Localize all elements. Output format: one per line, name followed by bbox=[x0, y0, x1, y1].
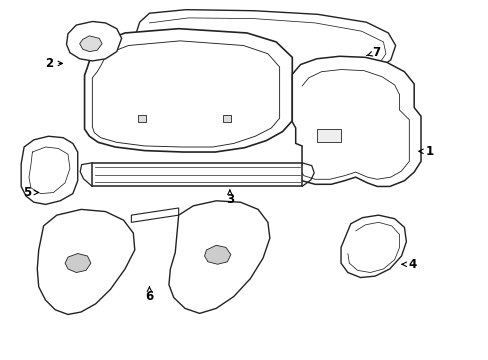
Text: 1: 1 bbox=[418, 145, 433, 158]
Polygon shape bbox=[84, 29, 292, 152]
Polygon shape bbox=[168, 201, 269, 314]
Polygon shape bbox=[316, 129, 340, 142]
Polygon shape bbox=[131, 208, 178, 222]
Text: 2: 2 bbox=[45, 57, 62, 70]
Polygon shape bbox=[66, 22, 122, 61]
Text: 5: 5 bbox=[23, 186, 39, 199]
Polygon shape bbox=[292, 56, 420, 186]
Polygon shape bbox=[80, 36, 102, 51]
Text: 4: 4 bbox=[401, 258, 416, 271]
Polygon shape bbox=[340, 215, 406, 278]
Polygon shape bbox=[21, 136, 78, 204]
Text: 7: 7 bbox=[366, 46, 380, 59]
Polygon shape bbox=[138, 115, 146, 122]
Polygon shape bbox=[37, 210, 135, 315]
Text: 6: 6 bbox=[145, 287, 153, 303]
Text: 3: 3 bbox=[225, 190, 233, 206]
Polygon shape bbox=[65, 253, 91, 273]
Polygon shape bbox=[222, 115, 230, 122]
Polygon shape bbox=[92, 163, 302, 186]
Polygon shape bbox=[204, 245, 230, 264]
Polygon shape bbox=[92, 41, 279, 147]
Polygon shape bbox=[126, 10, 395, 81]
